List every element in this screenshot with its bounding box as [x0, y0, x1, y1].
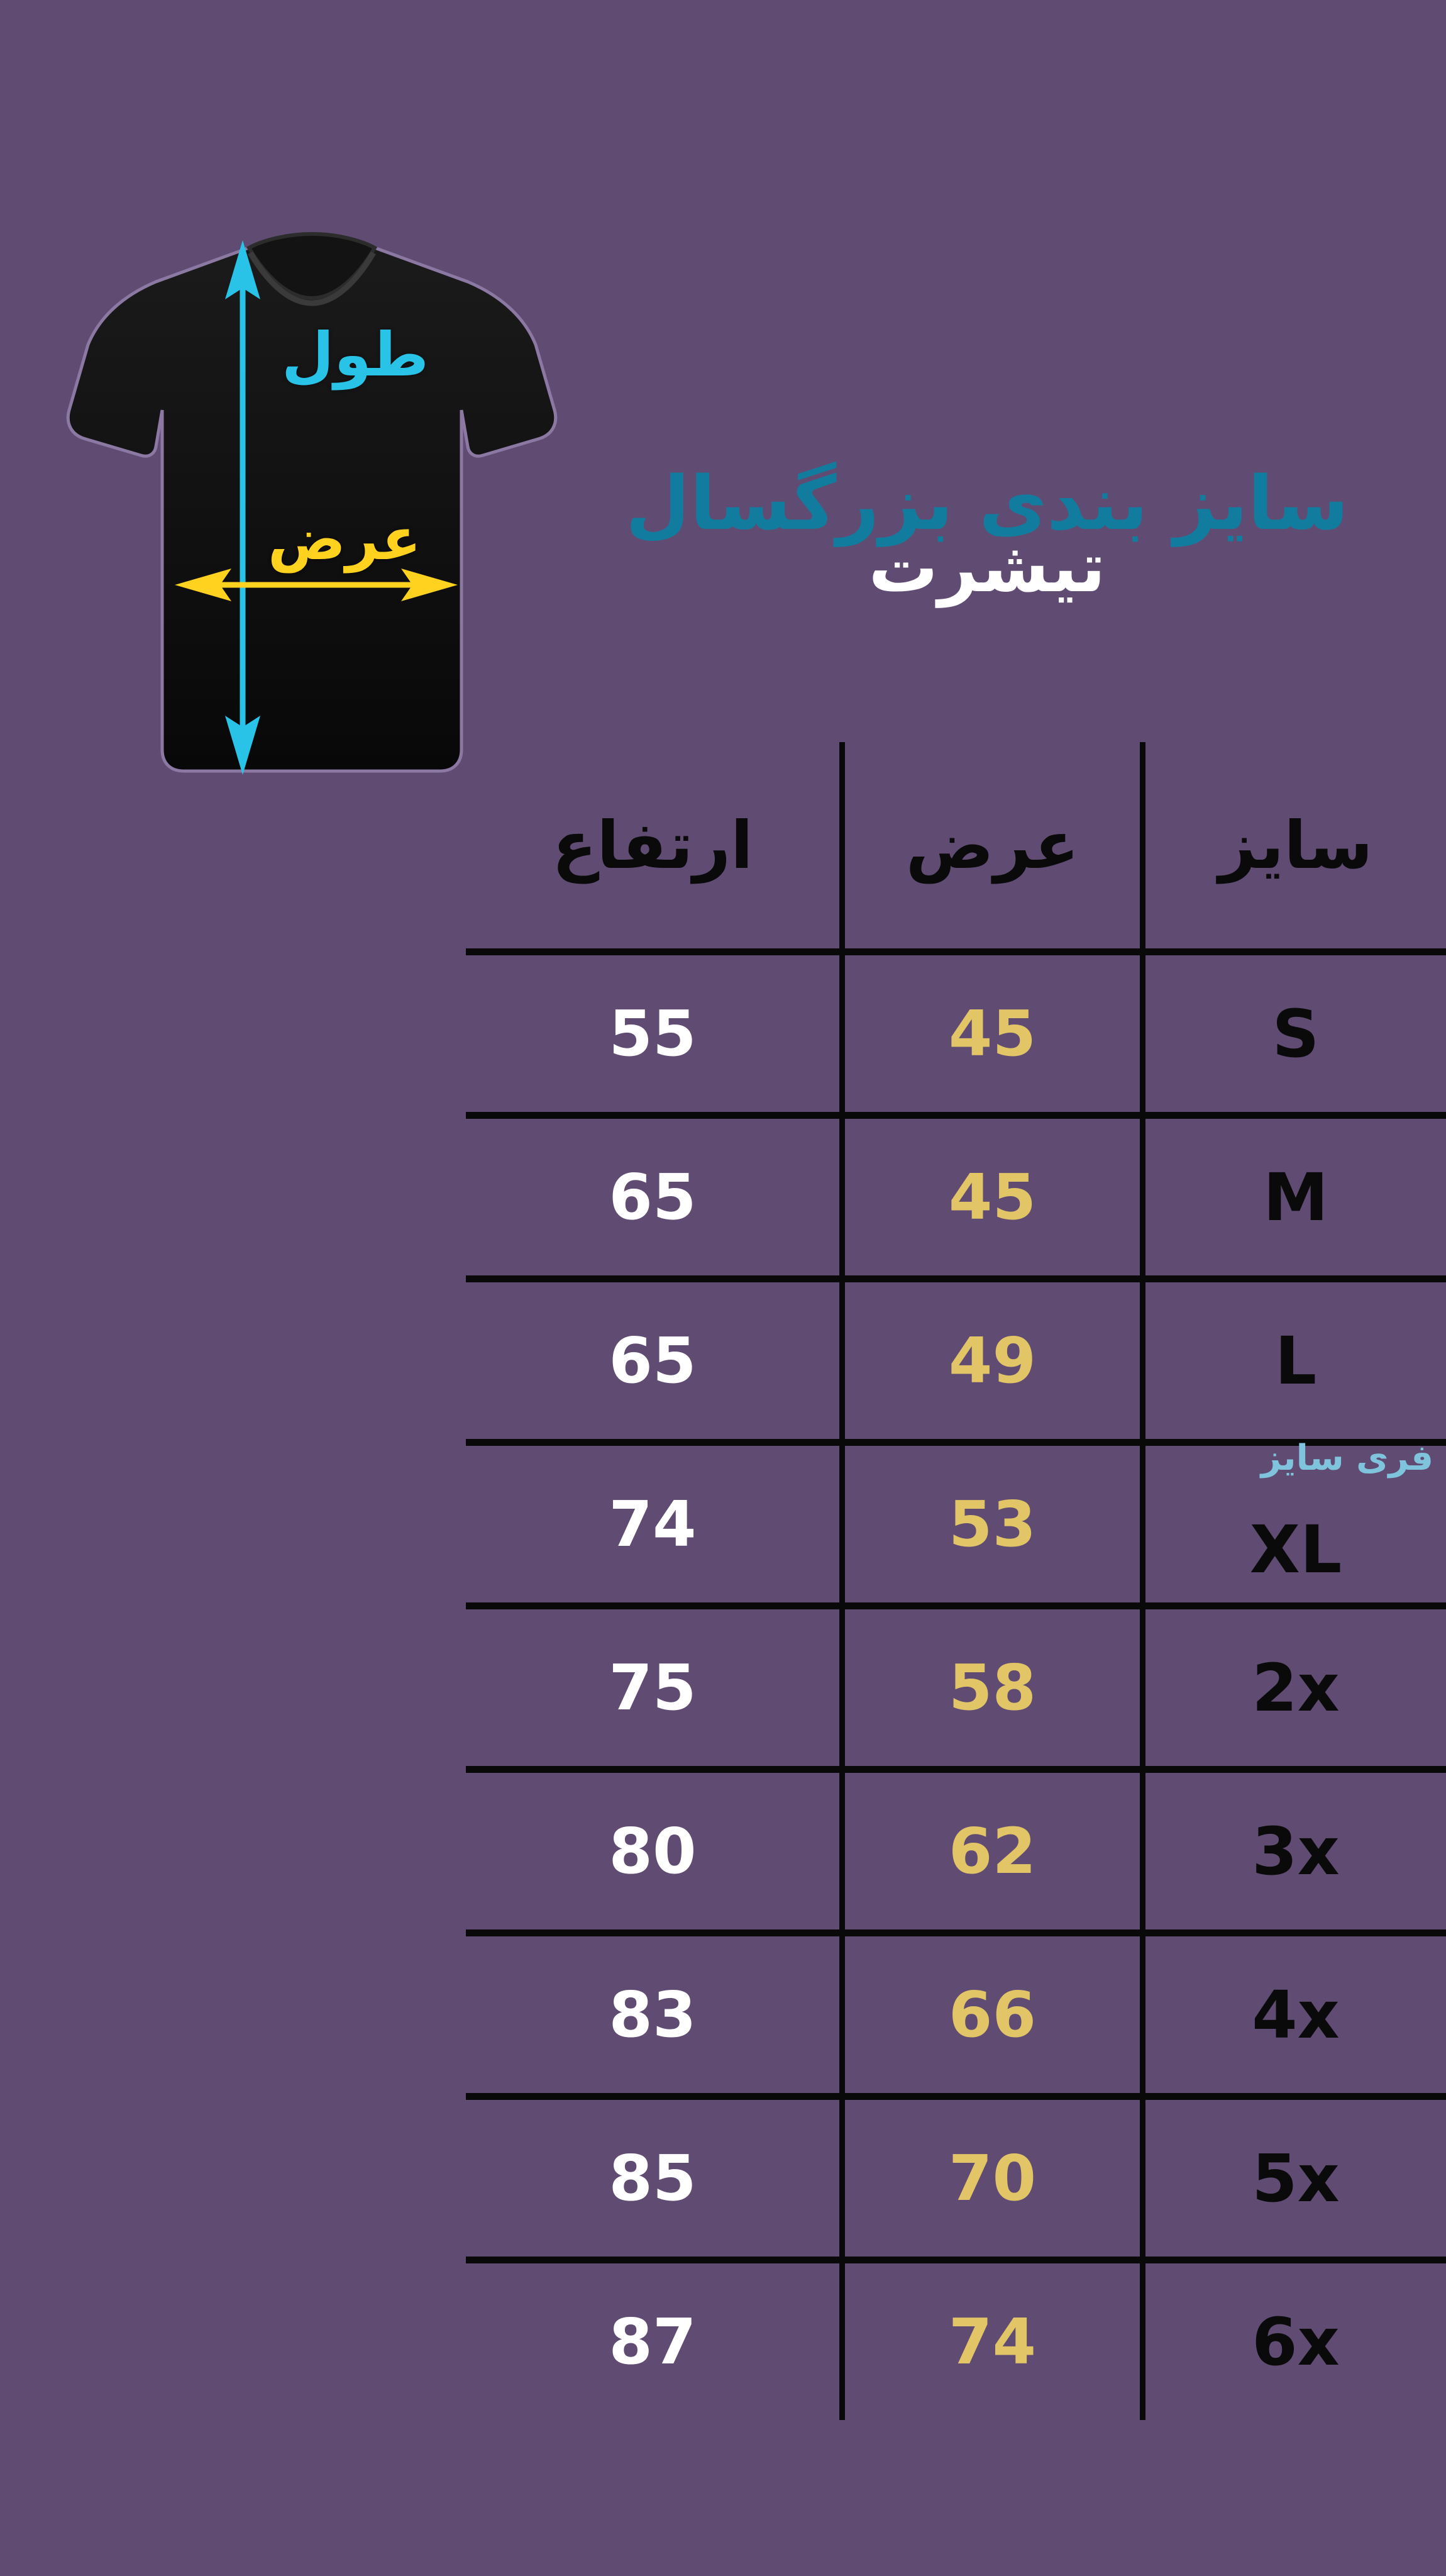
cell-size: فری سایز XL: [1145, 1441, 1446, 1602]
cell-width: 58: [845, 1609, 1145, 1766]
table-row: 6x 74 87: [466, 2257, 1446, 2420]
width-value: 53: [948, 1487, 1037, 1561]
header-cell-size: سایز: [1145, 742, 1446, 948]
width-value: 45: [948, 996, 1037, 1070]
size-value: 4x: [1252, 1976, 1340, 2053]
table-header-row: سایز عرض ارتفاع: [466, 742, 1446, 948]
cell-width: 66: [845, 1936, 1145, 2093]
cell-width: 53: [845, 1446, 1145, 1602]
cell-height: 65: [466, 1119, 845, 1275]
size-value: M: [1263, 1158, 1328, 1236]
size-value: 3x: [1252, 1813, 1340, 1890]
cell-width: 62: [845, 1773, 1145, 1929]
cell-size: 2x: [1145, 1609, 1446, 1766]
header-cell-width: عرض: [845, 742, 1145, 948]
table-row: 2x 58 75: [466, 1602, 1446, 1766]
width-value: 49: [948, 1323, 1037, 1397]
table-row: S 45 55: [466, 948, 1446, 1112]
width-value: 66: [948, 1977, 1037, 2051]
height-value: 80: [609, 1814, 697, 1888]
table-row: L 49 65: [466, 1275, 1446, 1439]
height-value: 55: [609, 996, 697, 1070]
cell-width: 45: [845, 1119, 1145, 1275]
size-value: 5x: [1252, 2140, 1340, 2217]
width-arrow-head-right: [401, 569, 458, 601]
cell-width: 70: [845, 2100, 1145, 2257]
cell-height: 75: [466, 1609, 845, 1766]
tshirt-diagram: طول عرض: [60, 221, 563, 782]
table-row: فری سایز XL 53 74: [466, 1439, 1446, 1602]
length-arrow-head-bottom: [225, 716, 260, 775]
cell-height: 80: [466, 1773, 845, 1929]
cell-size: M: [1145, 1119, 1446, 1275]
length-label: طول: [282, 319, 429, 390]
height-value: 85: [609, 2141, 697, 2215]
width-value: 70: [948, 2141, 1037, 2215]
cell-height: 65: [466, 1282, 845, 1439]
height-value: 65: [609, 1323, 697, 1397]
height-value: 83: [609, 1977, 697, 2051]
cell-height: 74: [466, 1446, 845, 1602]
cell-height: 87: [466, 2263, 845, 2420]
width-value: 74: [948, 2304, 1037, 2379]
size-table: سایز عرض ارتفاع S 45 55 M 45 65 L 49 65 فری سایز X…: [466, 742, 1446, 2420]
size-value: L: [1274, 1322, 1317, 1399]
cell-size: L: [1145, 1282, 1446, 1439]
table-row: 4x 66 83: [466, 1929, 1446, 2093]
height-value: 65: [609, 1160, 697, 1234]
table-row: M 45 65: [466, 1112, 1446, 1275]
height-value: 87: [609, 2304, 697, 2379]
table-row: 3x 62 80: [466, 1766, 1446, 1929]
cell-size: 5x: [1145, 2100, 1446, 2257]
width-value: 45: [948, 1160, 1037, 1234]
width-arrow-head-left: [175, 569, 231, 601]
tshirt-icon: [66, 231, 558, 775]
cell-size: S: [1145, 955, 1446, 1112]
cell-size: 4x: [1145, 1936, 1446, 2093]
title-main: سایز بندی بزرگسال: [625, 460, 1349, 547]
height-value: 74: [609, 1487, 697, 1561]
height-value: 75: [609, 1650, 697, 1724]
header-label-size: سایز: [1218, 807, 1373, 884]
cell-size: 6x: [1145, 2263, 1446, 2420]
size-value: 2x: [1252, 1649, 1340, 1726]
cell-height: 83: [466, 1936, 845, 2093]
width-value: 62: [948, 1814, 1037, 1888]
header-cell-height: ارتفاع: [466, 742, 845, 948]
free-size-note: فری سایز: [1261, 1438, 1433, 1479]
cell-width: 45: [845, 955, 1145, 1112]
header-label-height: ارتفاع: [552, 807, 753, 884]
width-label: عرض: [268, 506, 421, 573]
cell-size: 3x: [1145, 1773, 1446, 1929]
width-value: 58: [948, 1650, 1037, 1724]
header-label-width: عرض: [905, 807, 1079, 884]
cell-width: 49: [845, 1282, 1145, 1439]
page-title: سایز بندی بزرگسال تیشرت: [553, 465, 1421, 603]
cell-height: 55: [466, 955, 845, 1112]
length-arrow-head-top: [225, 240, 260, 299]
table-row: 5x 70 85: [466, 2093, 1446, 2257]
cell-width: 74: [845, 2263, 1145, 2420]
size-value: 6x: [1252, 2303, 1340, 2380]
size-value: XL: [1249, 1511, 1342, 1588]
size-value: S: [1272, 995, 1320, 1072]
cell-height: 85: [466, 2100, 845, 2257]
title-sub: تیشرت: [868, 527, 1106, 608]
